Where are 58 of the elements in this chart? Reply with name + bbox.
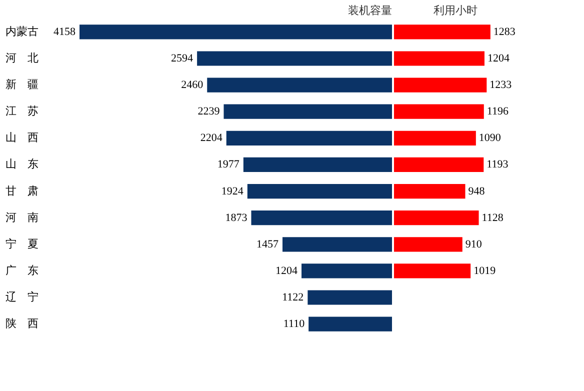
bar	[80, 24, 392, 40]
data-label: 1873	[225, 212, 248, 224]
y-tick-label: 内蒙古	[6, 24, 38, 38]
bar	[243, 157, 392, 172]
data-label: 1128	[482, 212, 504, 224]
data-label: 4158	[54, 26, 76, 38]
bar	[394, 104, 484, 119]
data-label: 1196	[486, 106, 509, 118]
y-tick-label: 山 西	[6, 131, 38, 144]
bar	[224, 104, 392, 119]
y-tick-label: 辽 宁	[6, 290, 38, 304]
data-label: 948	[468, 185, 486, 198]
data-label: 1977	[217, 158, 240, 171]
bar	[394, 24, 490, 40]
bar	[282, 237, 392, 252]
bar	[394, 184, 466, 199]
bar	[247, 184, 392, 199]
y-tick-label: 江 苏	[6, 104, 38, 118]
data-label: 1204	[276, 264, 298, 277]
data-label: 2239	[198, 106, 220, 118]
bar	[394, 237, 462, 252]
chart-title: 利用小时	[434, 4, 478, 17]
y-tick-label: 陕 西	[6, 317, 38, 330]
data-label: 1457	[256, 238, 279, 250]
y-tick-label: 河 南	[6, 210, 38, 224]
y-tick-label: 宁 夏	[6, 237, 38, 250]
bar	[394, 130, 476, 146]
bar	[394, 78, 487, 92]
data-label: 1090	[478, 132, 502, 144]
bar	[207, 78, 392, 92]
data-label: 2594	[171, 52, 194, 64]
data-label: 1122	[282, 292, 304, 304]
data-label: 2204	[200, 132, 223, 144]
data-label: 1283	[493, 26, 516, 38]
data-label: 1110	[283, 318, 306, 330]
bar	[251, 210, 392, 226]
bar	[394, 51, 484, 66]
data-label: 910	[465, 238, 482, 250]
data-label: 1204	[487, 52, 510, 64]
data-label: 2460	[181, 79, 204, 92]
y-tick-label: 广 东	[6, 264, 38, 277]
bar	[226, 130, 392, 146]
data-label: 1924	[221, 185, 244, 198]
bar	[394, 157, 484, 172]
y-tick-label: 新 疆	[6, 78, 38, 92]
data-label: 1019	[474, 264, 496, 277]
bar	[308, 290, 392, 305]
chart-title: 装机容量	[348, 4, 392, 17]
bar	[308, 316, 392, 332]
y-tick-label: 山 东	[6, 158, 38, 171]
y-tick-label: 河 北	[6, 52, 38, 64]
data-label: 1233	[490, 79, 512, 92]
data-label: 1193	[486, 158, 509, 171]
bar	[394, 264, 471, 278]
bar	[197, 51, 392, 66]
bar	[394, 210, 479, 226]
y-tick-label: 甘 肃	[6, 184, 38, 198]
bar	[302, 264, 392, 278]
